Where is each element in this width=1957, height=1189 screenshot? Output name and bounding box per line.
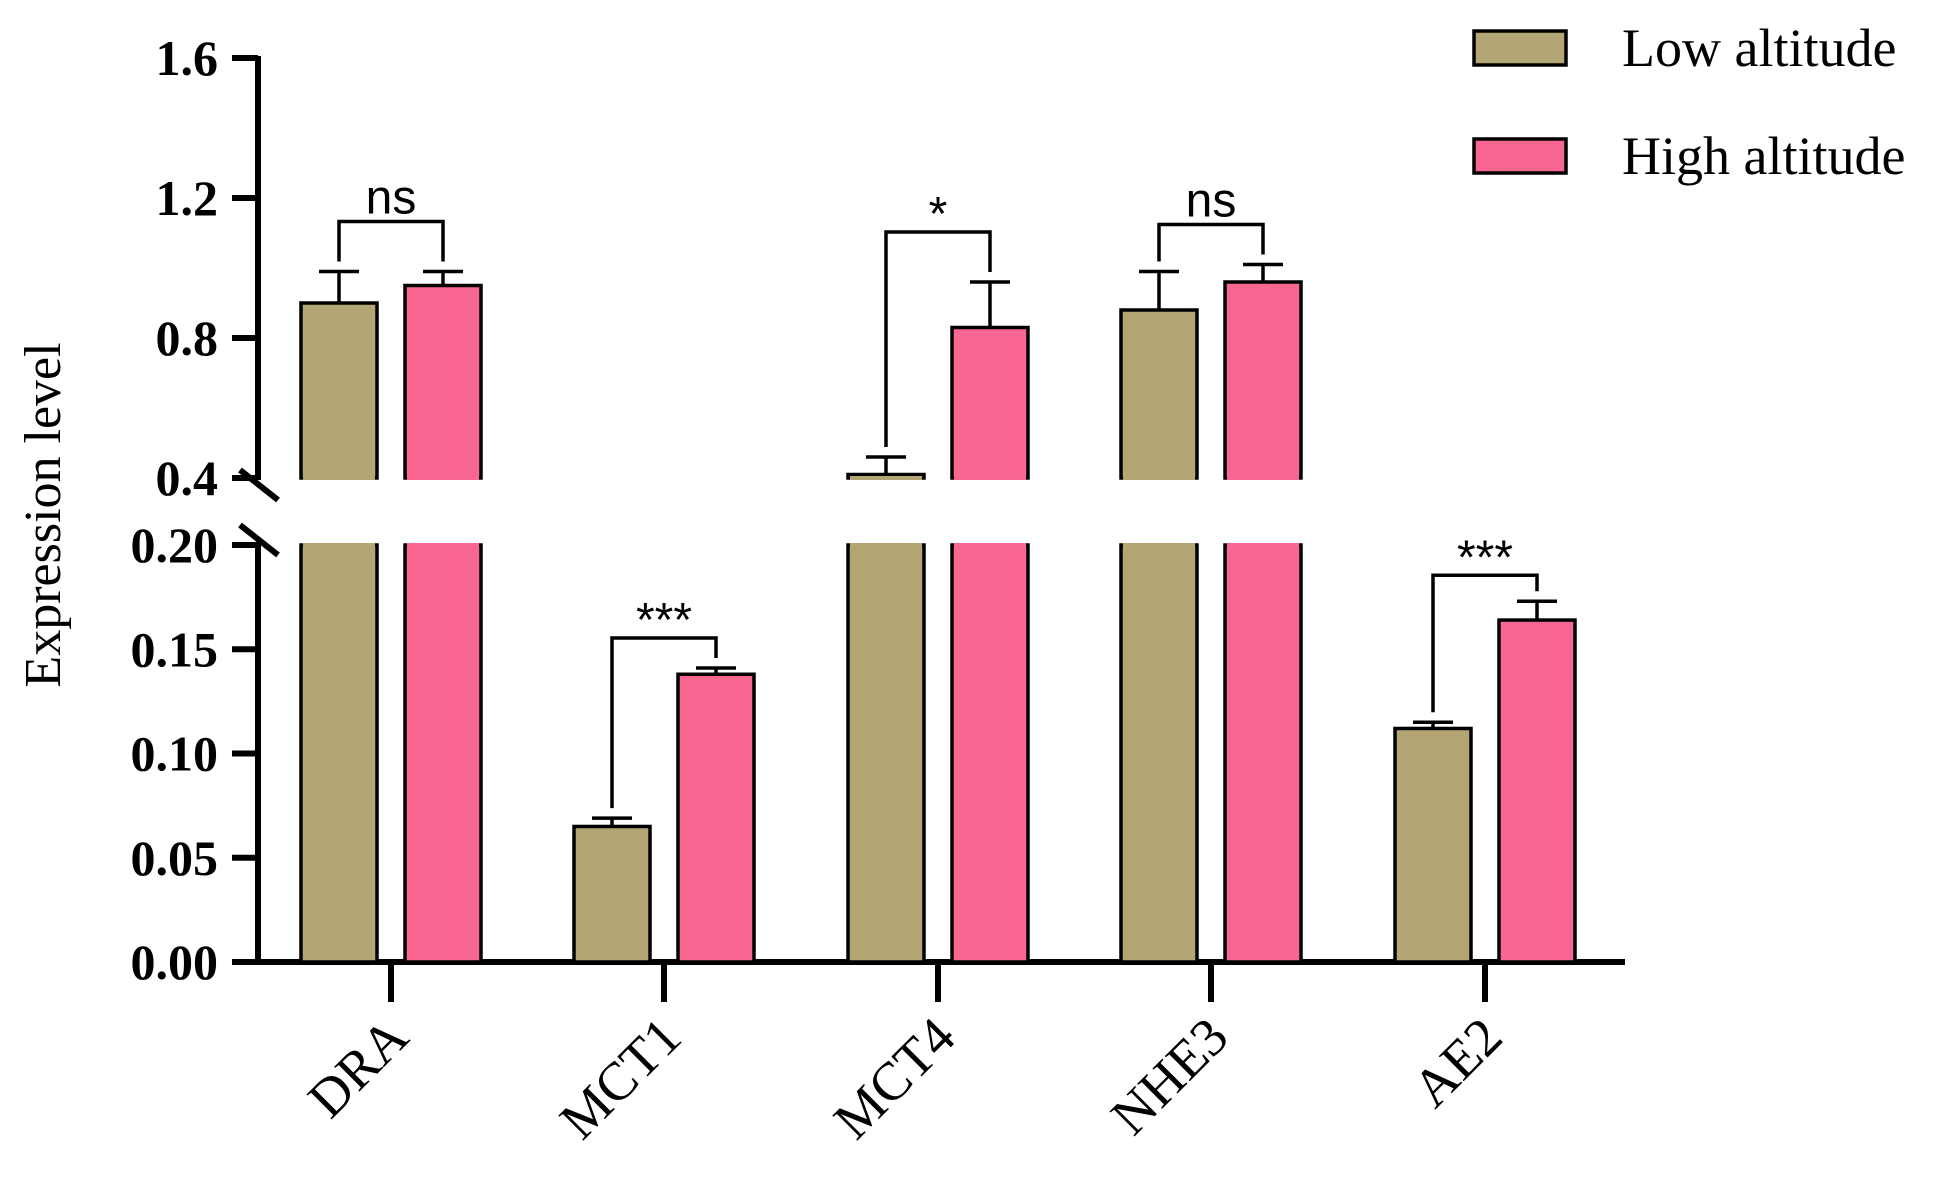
y-tick-label-lower: 0.20 [131, 517, 219, 573]
y-tick-label-lower: 0.10 [131, 726, 219, 782]
bar-low-altitude-mct4-lower [846, 543, 926, 964]
significance-label-mct4: * [929, 188, 948, 241]
y-tick-label-lower: 0.15 [131, 621, 219, 677]
y-axis-label: Expression level [15, 342, 72, 687]
x-tick-label-ae2: AE2 [1401, 1006, 1513, 1118]
y-tick-label-upper: 0.4 [156, 450, 219, 506]
bar-low-altitude-ae2 [1393, 726, 1473, 964]
x-tick-label-mct1: MCT1 [548, 1006, 692, 1150]
bar-high-altitude-mct1 [676, 672, 756, 964]
y-tick-label-lower: 0.00 [131, 934, 219, 990]
significance-label-dra: ns [366, 172, 417, 225]
bar-low-altitude-nhe3-lower [1119, 543, 1199, 964]
x-tick-label-mct4: MCT4 [822, 1006, 966, 1150]
significance-bracket-mct1 [610, 636, 718, 809]
x-tick-label-nhe3: NHE3 [1099, 1006, 1239, 1146]
bar-high-altitude-nhe3-upper [1223, 280, 1303, 480]
significance-label-nhe3: ns [1186, 175, 1237, 228]
legend-label-low-altitude: Low altitude [1622, 18, 1896, 78]
significance-bracket-ae2 [1431, 573, 1539, 713]
significance-label-ae2: *** [1457, 531, 1513, 584]
significance-bracket-mct4 [884, 230, 992, 447]
x-tick-label-dra: DRA [296, 1006, 419, 1129]
y-tick-label-upper: 1.6 [156, 30, 219, 86]
axis-break-mark-lower [238, 522, 280, 558]
bar-high-altitude-ae2 [1497, 618, 1577, 964]
bar-high-altitude-dra-lower [403, 543, 483, 964]
bar-high-altitude-dra-upper [403, 283, 483, 480]
significance-bracket-nhe3 [1157, 222, 1265, 262]
significance-bracket-dra [337, 219, 445, 262]
significance-label-mct1: *** [636, 594, 692, 647]
bar-low-altitude-nhe3-upper [1119, 308, 1199, 480]
bar-high-altitude-mct4-lower [950, 543, 1030, 964]
bar-low-altitude-dra-upper [299, 301, 379, 480]
bar-low-altitude-mct1 [572, 824, 652, 964]
legend-swatch-high-altitude [1472, 137, 1568, 175]
y-tick-label-upper: 1.2 [156, 170, 219, 226]
bar-low-altitude-dra-lower [299, 543, 379, 964]
bar-high-altitude-mct4-upper [950, 325, 1030, 480]
legend-swatch-low-altitude [1472, 29, 1568, 67]
y-tick-label-lower: 0.05 [131, 830, 219, 886]
legend-label-high-altitude: High altitude [1622, 126, 1905, 186]
bar-high-altitude-nhe3-lower [1223, 543, 1303, 964]
y-tick-label-upper: 0.8 [156, 310, 219, 366]
